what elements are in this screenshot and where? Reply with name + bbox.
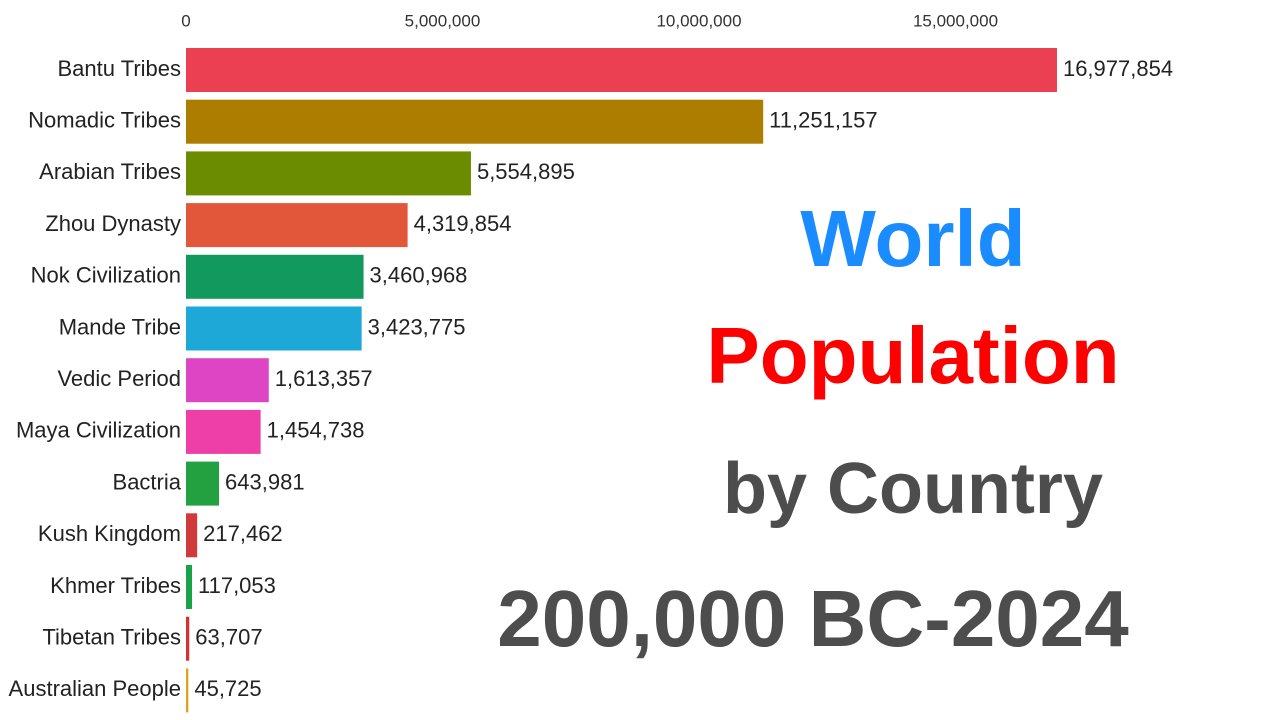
bar: [186, 565, 193, 609]
category-label: Maya Civilization: [16, 418, 181, 443]
chart-title: World: [800, 194, 1025, 283]
bar: [186, 203, 408, 248]
chart-title: by Country: [723, 449, 1103, 529]
value-label: 11,251,157: [769, 108, 877, 133]
bar: [186, 513, 198, 558]
chart-title: 200,000 BC-2024: [497, 574, 1129, 663]
category-label: Bantu Tribes: [57, 56, 181, 81]
category-label: Nok Civilization: [31, 263, 181, 288]
category-label: Kush Kingdom: [38, 521, 181, 546]
category-label: Nomadic Tribes: [28, 108, 181, 133]
category-label: Australian People: [9, 676, 181, 701]
bar: [186, 99, 764, 144]
value-label: 45,725: [194, 676, 261, 701]
x-tick-label: 5,000,000: [405, 11, 481, 30]
value-label: 117,053: [198, 573, 276, 598]
bar: [186, 151, 471, 196]
category-label: Bactria: [113, 469, 182, 494]
bar: [186, 616, 190, 661]
value-label: 3,423,775: [368, 314, 466, 339]
bar: [186, 461, 220, 506]
bar: [186, 409, 261, 454]
bar: [186, 668, 189, 713]
value-label: 1,613,357: [275, 366, 373, 391]
value-label: 4,319,854: [414, 211, 512, 236]
chart-title: Population: [706, 311, 1119, 400]
bar: [186, 48, 1057, 92]
category-label: Tibetan Tribes: [42, 625, 181, 650]
category-label: Khmer Tribes: [50, 573, 181, 598]
category-label: Zhou Dynasty: [45, 211, 181, 236]
value-label: 217,462: [203, 521, 283, 546]
value-label: 5,554,895: [477, 159, 575, 184]
value-label: 1,454,738: [267, 418, 365, 443]
x-tick-label: 15,000,000: [913, 11, 998, 30]
category-label: Vedic Period: [57, 366, 181, 391]
value-label: 16,977,854: [1063, 56, 1173, 81]
value-label: 643,981: [225, 469, 305, 494]
value-label: 63,707: [195, 625, 262, 650]
bar: [186, 306, 362, 351]
x-tick-label: 10,000,000: [656, 11, 741, 30]
bar: [186, 254, 364, 299]
x-tick-label: 0: [181, 11, 190, 30]
bar: [186, 358, 269, 403]
value-label: 3,460,968: [370, 263, 468, 288]
category-label: Arabian Tribes: [39, 159, 181, 184]
category-label: Mande Tribe: [59, 314, 181, 339]
